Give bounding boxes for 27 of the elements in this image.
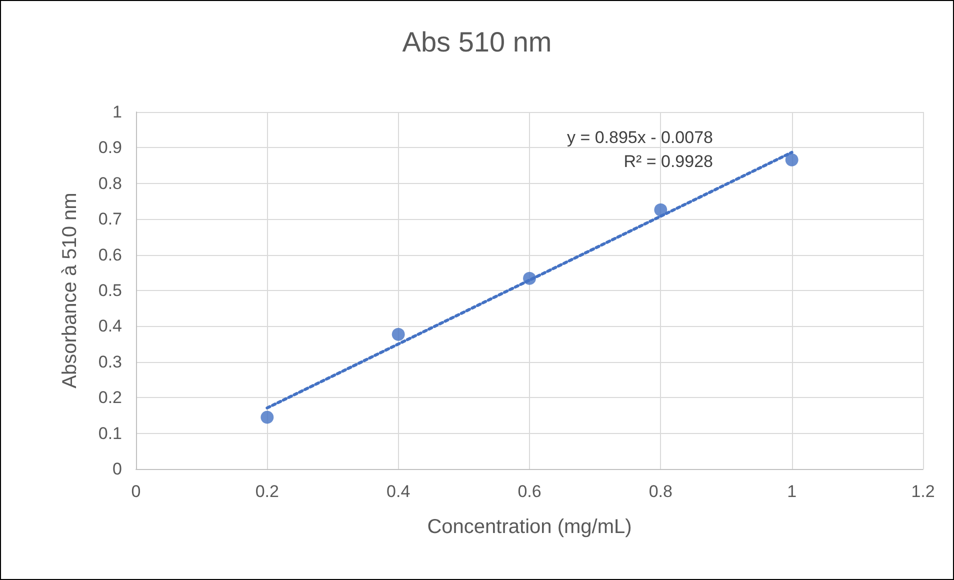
- point: [392, 328, 405, 341]
- chart-title: Abs 510 nm: [402, 26, 552, 58]
- y-tick-label: 0.5: [98, 281, 122, 300]
- point: [654, 203, 668, 216]
- point: [785, 153, 798, 166]
- x-tick-label: 1: [787, 482, 797, 501]
- x-tick-label: 0.4: [386, 482, 410, 501]
- x-tick-label: 0.6: [518, 482, 542, 501]
- y-tick-label: 0.1: [98, 424, 122, 443]
- x-tick-label: 0.8: [648, 482, 672, 501]
- x-axis-title: Concentration (mg/mL): [427, 516, 632, 538]
- annotation: R² = 0.9928: [624, 152, 713, 171]
- x-tick-label: 1.2: [911, 482, 935, 501]
- y-tick-label: 0.2: [98, 388, 122, 408]
- y-tick-label: 0.7: [98, 210, 122, 229]
- annotation: y = 0.895x - 0.0078: [566, 128, 713, 147]
- y-tick-label: 0.3: [98, 352, 122, 372]
- x-tick-label: 0.2: [255, 482, 279, 501]
- y-tick-label: 0: [112, 460, 122, 478]
- y-axis-title: Absorbance à 510 nm: [59, 192, 81, 388]
- x-tick-label: 0: [131, 482, 141, 501]
- y-tick-label: 0.8: [98, 174, 122, 193]
- y-tick-label: 0.6: [98, 245, 122, 264]
- y-tick-label: 0.9: [98, 138, 122, 158]
- point: [260, 410, 274, 424]
- y-tick-label: 0.4: [98, 316, 122, 336]
- y-tick-label: 1: [112, 102, 122, 122]
